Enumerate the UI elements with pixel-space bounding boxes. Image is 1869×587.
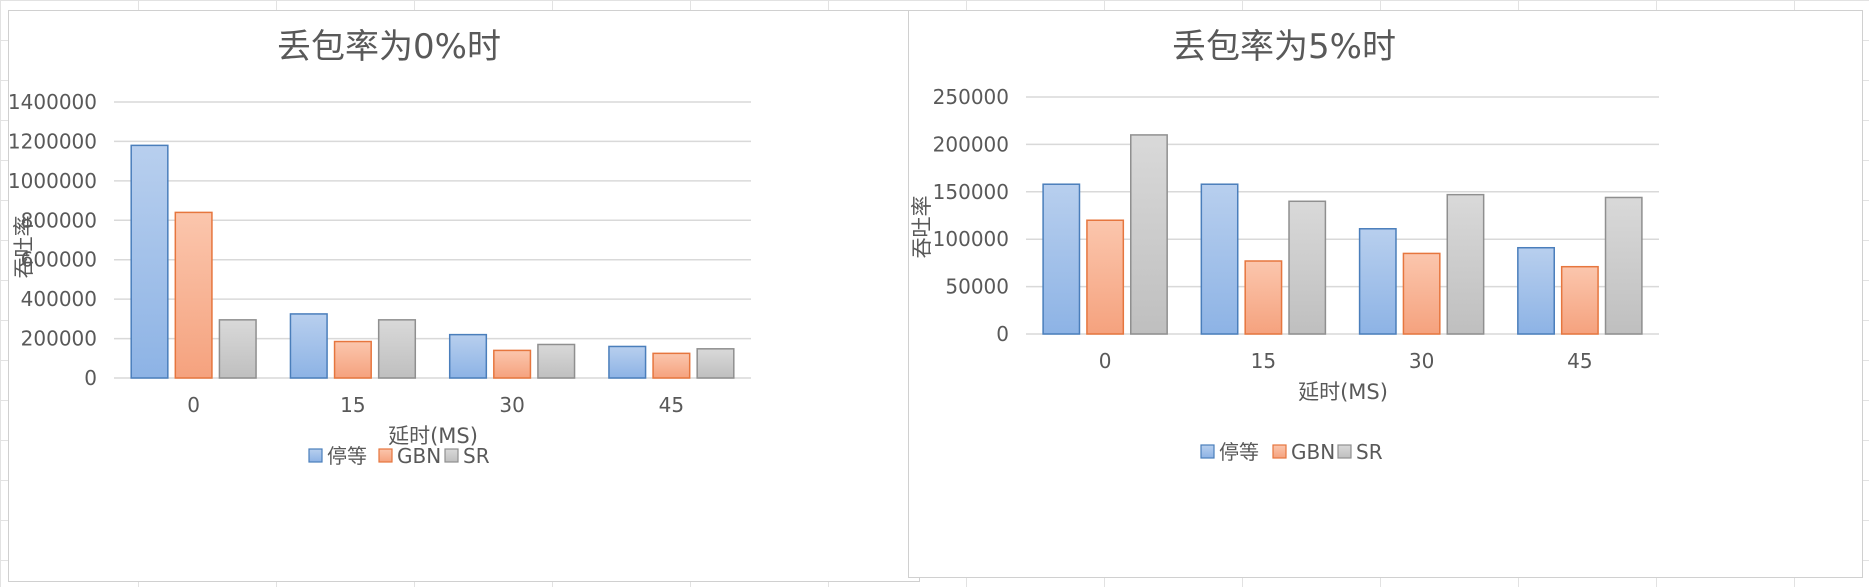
y-axis-title: 吞吐率 — [12, 216, 36, 279]
y-tick-label: 150000 — [933, 180, 1009, 204]
y-axis-title: 吞吐率 — [910, 196, 934, 259]
y-tick-label: 400000 — [21, 287, 97, 311]
legend-label-停等: 停等 — [1219, 440, 1259, 464]
bar-GBN-0[interactable] — [174, 211, 213, 379]
bar-SR-45[interactable] — [1604, 196, 1643, 335]
chart-panel-loss-5[interactable]: 丢包率为5%时 0 50000 100000 150000 200000 250000 0 15… — [908, 10, 1863, 578]
y-tick-label: 800000 — [21, 208, 97, 232]
bar-停等-30[interactable] — [1358, 228, 1397, 335]
bar-停等-15[interactable] — [1200, 183, 1239, 335]
chart-title: 丢包率为5%时 — [1172, 27, 1396, 67]
y-tick-label: 600000 — [21, 248, 97, 272]
bar-停等-0[interactable] — [130, 144, 169, 379]
y-tick-label: 200000 — [21, 327, 97, 351]
bar-停等-15[interactable] — [289, 313, 328, 379]
x-category-label: 0 — [1099, 349, 1112, 373]
bar-GBN-45[interactable] — [652, 352, 691, 379]
bar-SR-0[interactable] — [218, 319, 257, 379]
chart-loss-5: 丢包率为5%时 0 50000 100000 150000 200000 250000 0 15… — [910, 27, 1659, 464]
legend-label-GBN: GBN — [397, 444, 441, 468]
y-tick-label: 0 — [996, 322, 1009, 346]
y-tick-label: 250000 — [933, 85, 1009, 109]
bar-SR-15[interactable] — [1288, 200, 1327, 335]
y-tick-label: 1400000 — [9, 90, 97, 114]
x-category-label: 30 — [499, 393, 524, 417]
legend-swatch-停等 — [308, 448, 323, 463]
y-tick-label: 1000000 — [9, 169, 97, 193]
bar-SR-0[interactable] — [1130, 134, 1168, 335]
chart-loss-0: 丢包率为0%时 0 200000 400000 600000 800000 1000000 1… — [9, 27, 751, 468]
legend-label-SR: SR — [1356, 440, 1383, 464]
y-tick-label: 100000 — [933, 227, 1009, 251]
bar-停等-45[interactable] — [608, 345, 647, 379]
bar-停等-30[interactable] — [448, 333, 488, 379]
bar-SR-15[interactable] — [377, 319, 417, 379]
legend-swatch-SR — [444, 448, 459, 463]
legend-swatch-GBN — [1272, 444, 1287, 459]
legend-swatch-GBN — [378, 448, 393, 463]
bar-GBN-30[interactable] — [493, 349, 532, 379]
x-category-label: 45 — [1567, 349, 1592, 373]
bar-SR-45[interactable] — [696, 348, 735, 379]
bar-GBN-45[interactable] — [1560, 265, 1599, 335]
bar-停等-45[interactable] — [1517, 246, 1555, 335]
bar-GBN-30[interactable] — [1402, 252, 1441, 335]
y-tick-label: 0 — [84, 366, 97, 390]
x-category-label: 45 — [659, 393, 684, 417]
x-axis-title: 延时(MS) — [388, 424, 478, 448]
y-tick-label: 200000 — [933, 132, 1009, 156]
chart-title: 丢包率为0%时 — [277, 27, 501, 67]
x-category-label: 0 — [187, 393, 200, 417]
legend-label-停等: 停等 — [327, 444, 367, 468]
chart-panel-loss-0[interactable]: 丢包率为0%时 0 200000 400000 600000 800000 1000000 1… — [8, 10, 920, 582]
bar-SR-30[interactable] — [537, 343, 576, 379]
x-axis-title: 延时(MS) — [1298, 380, 1388, 404]
x-category-label: 30 — [1409, 349, 1434, 373]
y-tick-label: 1200000 — [9, 129, 97, 153]
bar-GBN-0[interactable] — [1086, 219, 1125, 335]
bar-GBN-15[interactable] — [333, 340, 372, 379]
legend-label-GBN: GBN — [1291, 440, 1335, 464]
y-tick-label: 50000 — [945, 275, 1009, 299]
bar-停等-0[interactable] — [1042, 183, 1081, 335]
legend-swatch-SR — [1337, 444, 1352, 459]
legend-swatch-停等 — [1200, 444, 1215, 459]
x-category-label: 15 — [1251, 349, 1276, 373]
bar-SR-30[interactable] — [1446, 193, 1485, 335]
bar-GBN-15[interactable] — [1244, 260, 1283, 335]
legend-label-SR: SR — [463, 444, 490, 468]
x-category-label: 15 — [340, 393, 365, 417]
